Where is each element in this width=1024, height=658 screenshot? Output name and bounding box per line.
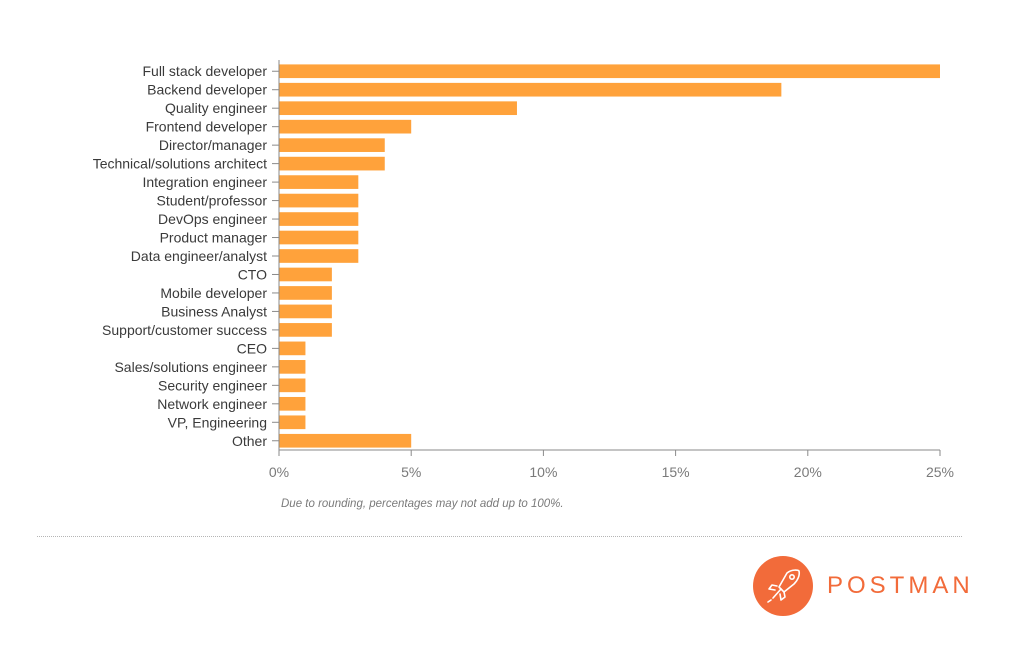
category-label-17: Security engineer [158, 377, 267, 393]
bar-9 [279, 230, 359, 245]
category-label-16: Sales/solutions engineer [114, 359, 267, 375]
bar-chart: Full stack developer Backend developer Qua… [93, 60, 954, 480]
x-tick-label-2: 10% [529, 464, 557, 480]
bar-2 [279, 101, 517, 116]
divider [37, 536, 962, 537]
category-label-2: Quality engineer [165, 100, 267, 116]
brand-logo: POSTMAN [753, 556, 974, 616]
bar-13 [279, 304, 332, 319]
category-label-1: Backend developer [147, 82, 267, 98]
bar-1 [279, 82, 782, 97]
category-label-11: CTO [238, 266, 267, 282]
brand-name: POSTMAN [827, 572, 974, 599]
bar-12 [279, 286, 332, 300]
footnote: Due to rounding, percentages may not add… [281, 498, 564, 510]
category-label-19: VP, Engineering [168, 414, 267, 430]
bar-17 [279, 378, 306, 393]
bar-10 [279, 249, 359, 263]
category-label-6: Integration engineer [142, 174, 267, 190]
x-tick-label-1: 5% [401, 464, 421, 480]
x-tick-label-5: 25% [926, 464, 954, 480]
bar-4 [279, 138, 385, 152]
bar-0 [279, 64, 940, 79]
category-labels: Full stack developer Backend developer Qua… [93, 63, 279, 449]
category-label-13: Business Analyst [161, 303, 267, 319]
category-label-7: Student/professor [156, 193, 267, 209]
bar-3 [279, 119, 412, 134]
bar-5 [279, 156, 385, 171]
bar-7 [279, 193, 359, 208]
bar-16 [279, 360, 306, 374]
postman-rocket-icon [753, 556, 813, 616]
category-label-8: DevOps engineer [158, 211, 267, 227]
bar-14 [279, 323, 332, 337]
category-label-0: Full stack developer [142, 63, 267, 79]
category-label-14: Support/customer success [102, 322, 267, 338]
category-label-3: Frontend developer [146, 119, 268, 135]
category-label-9: Product manager [160, 230, 268, 246]
bar-6 [279, 175, 359, 189]
x-tick-label-0: 0% [269, 464, 289, 480]
category-label-4: Director/manager [159, 137, 267, 153]
bar-15 [279, 341, 306, 356]
category-label-5: Technical/solutions architect [93, 156, 267, 172]
category-label-18: Network engineer [157, 396, 267, 412]
x-tick-label-3: 15% [662, 464, 690, 480]
bar-19 [279, 415, 306, 430]
bar-8 [279, 212, 359, 226]
bar-18 [279, 396, 306, 411]
bars-group [279, 64, 940, 448]
x-axis-ticks: 0% 5% 10% 15% 20% 25% [269, 450, 954, 480]
category-label-15: CEO [237, 340, 267, 356]
bar-11 [279, 267, 332, 282]
x-tick-label-4: 20% [794, 464, 822, 480]
bar-20 [279, 433, 412, 448]
category-label-10: Data engineer/analyst [131, 248, 267, 264]
category-label-12: Mobile developer [160, 285, 267, 301]
category-label-20: Other [232, 433, 267, 449]
